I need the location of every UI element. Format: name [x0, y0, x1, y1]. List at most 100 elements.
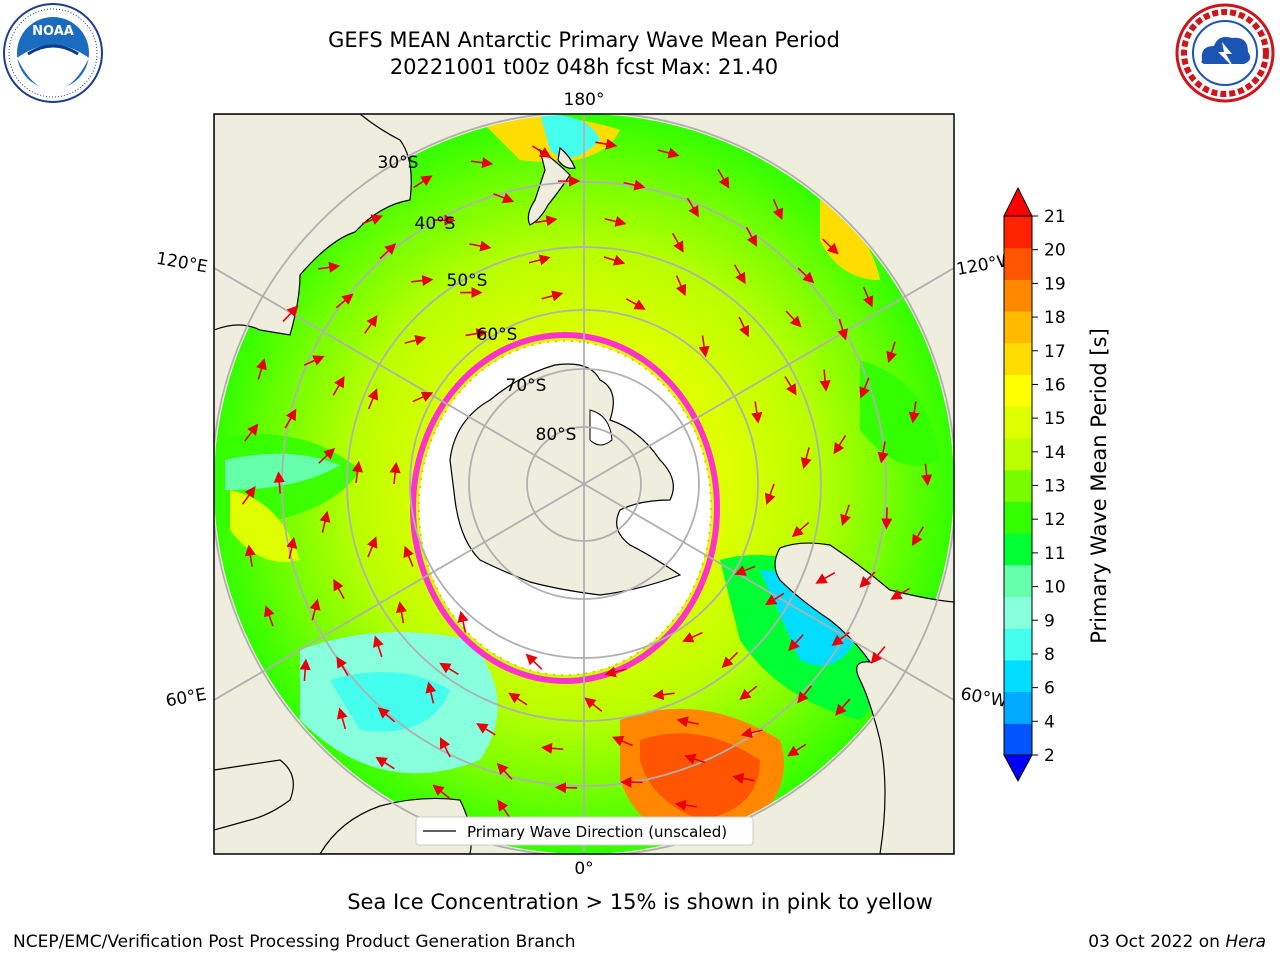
wave-arrow — [835, 698, 851, 716]
wave-arrow — [432, 784, 451, 800]
wave-arrow — [319, 510, 331, 533]
wave-arrow — [859, 571, 876, 588]
wave-arrow — [738, 316, 750, 338]
label-50s: 50°S — [447, 271, 488, 291]
label-80s: 80°S — [536, 425, 577, 445]
wave-arrow — [404, 334, 427, 346]
label-70s: 70°S — [506, 376, 547, 396]
wave-arrow — [389, 461, 401, 485]
wave-arrow — [531, 145, 552, 158]
wave-arrow — [886, 341, 897, 364]
wave-arrow — [336, 656, 349, 676]
wave-arrow — [413, 175, 433, 189]
wave-arrow — [604, 666, 627, 678]
wave-arrow — [833, 435, 847, 455]
wave-arrow — [317, 261, 341, 273]
wave-arrow — [603, 254, 626, 266]
wave-arrow — [674, 799, 698, 811]
sea-ice-edge — [410, 332, 720, 684]
wave-arrow — [877, 441, 889, 464]
wave-arrow — [403, 545, 414, 567]
footer-date: 03 Oct 2022 on Hera — [1088, 932, 1266, 952]
wave-arrow — [493, 192, 515, 204]
wave-arrow — [351, 460, 364, 484]
colorbar-bin — [1004, 374, 1032, 407]
wave-arrow — [595, 138, 618, 150]
footer-date-text: 03 Oct 2022 on — [1088, 932, 1226, 952]
colorbar-tick-label: 18 — [1044, 308, 1066, 328]
wave-arrow — [508, 692, 528, 706]
wave-arrow — [797, 685, 812, 704]
colorbar-tick-label: 11 — [1044, 544, 1066, 564]
colorbar-tick-label: 19 — [1044, 274, 1066, 294]
colorbar-bin — [1004, 723, 1032, 756]
colorbar-bin — [1004, 469, 1032, 502]
wave-arrow — [377, 707, 396, 723]
wave-arrow — [787, 743, 807, 757]
wave-direction-arrows — [241, 138, 933, 830]
colorbar-tick-label: 20 — [1044, 241, 1066, 261]
wave-arrow — [791, 521, 810, 538]
wave-arrow — [318, 447, 336, 464]
label-30s: 30°S — [378, 153, 419, 173]
colorbar-bin — [1004, 628, 1032, 661]
colorbar-bin — [1004, 659, 1032, 693]
wave-arrow — [541, 290, 564, 302]
colorbar-bin — [1004, 279, 1032, 312]
wave-arrow — [717, 168, 730, 189]
wave-arrow — [686, 197, 699, 218]
nws-logo-icon — [1175, 3, 1275, 103]
colorbar-tick-label: 14 — [1044, 443, 1066, 463]
sea-ice-caption: Sea Ice Concentration > 15% is shown in … — [347, 890, 933, 914]
wave-arrow — [411, 274, 434, 287]
colorbar-bin — [1004, 406, 1032, 439]
graticule — [214, 114, 954, 854]
colorbar-label: Primary Wave Mean Period [s] — [1087, 328, 1111, 644]
wave-arrow — [881, 507, 893, 530]
map-subtitle: 20221001 t00z 048h fcst Max: 21.40 — [389, 55, 779, 79]
wave-arrow — [336, 707, 348, 730]
wave-arrow — [623, 179, 646, 191]
colorbar-tick-label: 21 — [1044, 207, 1066, 227]
colorbar-tick-label: 4 — [1044, 712, 1055, 732]
colorbar-tick-label: 8 — [1044, 645, 1055, 665]
colorbar-bin — [1004, 437, 1032, 471]
wave-arrow — [367, 388, 379, 410]
wave-arrow — [800, 447, 812, 470]
wave-arrow — [831, 631, 850, 647]
wave-arrow — [273, 471, 285, 494]
wave-arrow — [244, 544, 256, 567]
map-title: GEFS MEAN Antarctic Primary Wave Mean Pe… — [328, 28, 840, 52]
wave-arrow — [412, 391, 434, 403]
wave-arrow — [439, 737, 451, 758]
wave-arrow — [611, 736, 633, 747]
wave-arrow — [525, 653, 543, 670]
noaa-logo-icon: NOAA — [3, 3, 103, 103]
wave-arrow — [732, 772, 755, 784]
wave-arrow — [745, 226, 758, 247]
label-60s: 60°S — [477, 325, 518, 345]
wave-arrow — [379, 243, 397, 260]
colorbar-tick-label: 10 — [1044, 578, 1066, 598]
wave-arrow — [476, 723, 496, 736]
wave-arrow — [676, 716, 699, 728]
wave-arrow — [625, 298, 646, 310]
wave-arrow — [652, 689, 675, 701]
wave-arrow — [837, 318, 849, 341]
wave-arrow — [256, 358, 267, 380]
wave-arrow — [908, 401, 920, 424]
wave-arrow — [584, 697, 603, 712]
colorbar-bin — [1004, 564, 1032, 597]
wave-arrow — [395, 601, 407, 624]
wave-arrow — [528, 254, 551, 266]
colorbar-tick-label: 15 — [1044, 409, 1066, 429]
colorbar-tick-label: 17 — [1044, 342, 1066, 362]
label-60w: 60°W — [959, 684, 1009, 712]
map-legend: Primary Wave Direction (unscaled) — [415, 816, 754, 846]
legend-label: Primary Wave Direction (unscaled) — [467, 823, 727, 841]
wave-arrow — [604, 215, 627, 227]
wave-arrow — [921, 463, 933, 487]
wave-arrow — [282, 305, 299, 323]
wave-arrow — [465, 328, 488, 340]
